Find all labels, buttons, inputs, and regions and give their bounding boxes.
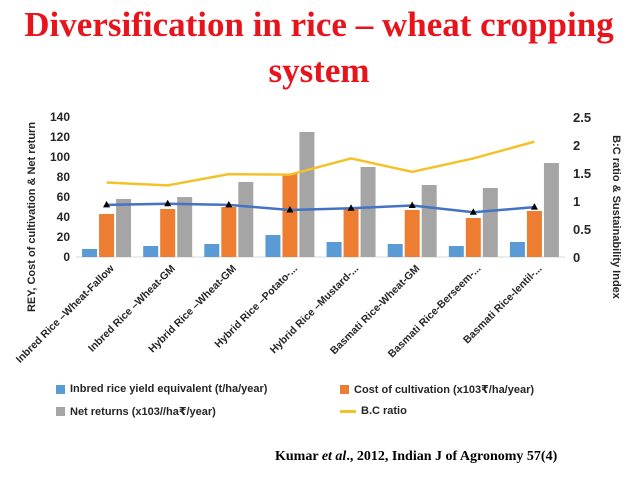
line-point-marker <box>286 205 294 213</box>
line-series-b-c-ratio <box>106 140 535 187</box>
line-point-marker <box>164 199 172 207</box>
bar-cost-of <box>282 174 298 257</box>
bar-inbred-rice <box>387 244 403 257</box>
legend-swatch-net <box>56 407 65 416</box>
bar-net-returns <box>299 132 315 257</box>
y2-tick-label: 2 <box>573 138 580 153</box>
bar-cost-of <box>526 211 542 257</box>
bar-cost-of <box>99 214 115 257</box>
bar-inbred-rice <box>265 235 281 257</box>
bar-inbred-rice <box>509 242 525 257</box>
line-point-marker <box>347 204 355 211</box>
line-point-marker <box>225 200 233 208</box>
y-tick-label: 140 <box>50 110 70 124</box>
y-tick-label: 0 <box>63 250 70 264</box>
legend-label-cost: Cost of cultivation (x103₹/ha/year) <box>354 384 535 396</box>
y-tick-label: 40 <box>57 210 71 224</box>
y2-tick-label: 1 <box>573 194 580 209</box>
citation-et-al: et al <box>321 449 347 464</box>
y-tick-label: 100 <box>50 150 70 164</box>
bar-net-returns <box>543 163 559 257</box>
bar-cost-of <box>221 207 237 257</box>
bar-net-returns <box>177 197 193 257</box>
bar-inbred-rice <box>448 246 464 257</box>
bar-net-returns <box>421 185 437 257</box>
y2-tick-label: 0 <box>573 250 580 265</box>
bar-net-returns <box>482 188 498 257</box>
bar-cost-of <box>160 209 176 257</box>
y2-tick-label: 0.5 <box>573 222 591 237</box>
legend-swatch-yield <box>56 384 65 394</box>
citation-author: Kumar <box>275 449 319 464</box>
bar-net-returns <box>238 182 254 257</box>
line-point-marker <box>408 201 416 208</box>
bar-inbred-rice <box>82 249 98 257</box>
y-tick-label: 20 <box>57 230 71 244</box>
legend-item-yield: Inbred rice yield equivalent (t/ha/year) <box>56 383 267 395</box>
line-series-unlabeled-1 <box>106 202 535 214</box>
line-point-marker <box>103 200 111 208</box>
legend-item-cost: Cost of cultivation (x103₹/ha/year) <box>340 383 534 396</box>
legend-swatch-cost <box>340 385 349 394</box>
legend-label-net: Net returns (x103//ha₹/year) <box>70 406 216 418</box>
y-axis-title: REY, Cost of cultivation & Net return <box>26 122 38 312</box>
bar-cost-of <box>343 209 359 257</box>
bar-cost-of <box>404 210 420 257</box>
y2-tick-label: 2.5 <box>573 110 591 125</box>
bar-inbred-rice <box>143 246 159 257</box>
y-tick-label: 120 <box>50 130 70 144</box>
y-tick-label: 80 <box>57 170 71 184</box>
line-point-marker <box>530 203 538 210</box>
legend-label-yield: Inbred rice yield equivalent (t/ha/year) <box>70 383 268 395</box>
legend-item-net: Net returns (x103//ha₹/year) <box>56 405 216 418</box>
legend-swatch-bc <box>340 409 356 413</box>
line-point-marker <box>469 208 477 215</box>
y2-tick-label: 1.5 <box>573 166 591 181</box>
legend-label-bc: B.C ratio <box>361 405 407 417</box>
citation-rest: ., 2012, Indian J of Agronomy 57(4) <box>346 449 558 464</box>
bar-net-returns <box>360 167 376 257</box>
slide-title-line-2: system <box>268 51 370 90</box>
y2-axis-title: B:C ratio & Sustainability Index <box>610 135 622 300</box>
bar-cost-of <box>465 218 481 257</box>
y-tick-label: 60 <box>57 190 71 204</box>
legend-item-bc: B.C ratio <box>340 405 407 417</box>
citation: Kumar et al., 2012, Indian J of Agronomy… <box>275 449 557 465</box>
bar-inbred-rice <box>204 244 220 257</box>
bar-inbred-rice <box>326 242 342 257</box>
bar-net-returns <box>116 199 132 257</box>
slide-title-line-1: Diversification in rice – wheat cropping <box>24 5 614 44</box>
